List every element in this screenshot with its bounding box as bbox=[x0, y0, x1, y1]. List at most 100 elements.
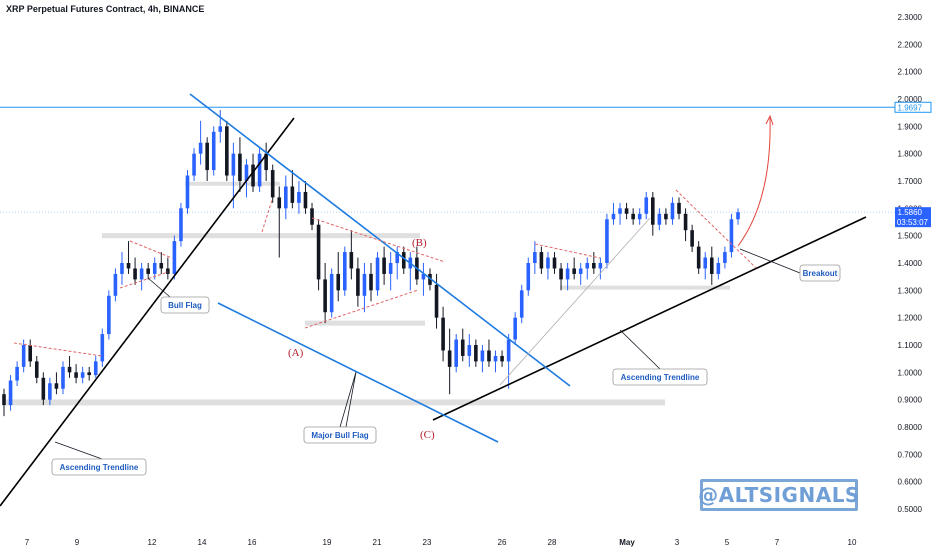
candle-body bbox=[126, 263, 131, 269]
drawings-layer: (A) (B) (C) bbox=[0, 93, 867, 507]
candle-body bbox=[284, 186, 288, 209]
candle-body bbox=[598, 263, 603, 269]
candle-body bbox=[159, 263, 164, 269]
y-tick-label: 1.3000 bbox=[898, 286, 923, 295]
candle-body bbox=[388, 263, 393, 274]
candle-body bbox=[644, 197, 649, 214]
candle-body bbox=[362, 273, 367, 296]
candle-body bbox=[382, 257, 386, 274]
candle-body bbox=[592, 263, 596, 269]
ascending-trendline-left-callout-label: Ascending Trendline bbox=[60, 463, 139, 472]
support-zone bbox=[6, 399, 665, 406]
mini-flag-top-left bbox=[13, 342, 103, 357]
watermark-text: @ALTSIGNALS bbox=[698, 483, 860, 507]
candle-body bbox=[677, 202, 681, 214]
candle-body bbox=[329, 273, 334, 313]
y-tick-label: 0.6000 bbox=[898, 478, 923, 487]
support-zones bbox=[6, 181, 730, 406]
candle-body bbox=[15, 366, 19, 381]
candle-body bbox=[526, 263, 531, 291]
y-tick-label: 0.7000 bbox=[898, 450, 923, 459]
y-tick-label: 2.0000 bbox=[898, 95, 923, 104]
wave-label-a: (A) bbox=[288, 347, 304, 359]
candle-body bbox=[100, 334, 105, 362]
last-price-label: 1.5860 bbox=[898, 208, 923, 217]
x-tick-label: 12 bbox=[148, 538, 157, 547]
ascending-trendline-left-callout-box bbox=[51, 458, 147, 476]
candle-body bbox=[611, 213, 616, 220]
y-axis[interactable]: 2.3000 2.2000 2.1000 2.0000 1.9000 1.8000 1.70… bbox=[894, 13, 932, 514]
candle-body bbox=[493, 355, 498, 362]
candle-body bbox=[533, 252, 537, 263]
candle-body bbox=[657, 213, 662, 225]
candle-body bbox=[107, 295, 111, 335]
x-tick-label: 7 bbox=[775, 538, 780, 547]
candle-body bbox=[696, 246, 701, 269]
candle-body bbox=[179, 208, 183, 242]
x-axis[interactable]: 7 9 12 14 16 19 21 23 26 28 May 3 5 7 10 bbox=[25, 538, 857, 547]
candle-body bbox=[139, 268, 144, 280]
projection-arc bbox=[737, 117, 771, 247]
breakout-callout-pointer bbox=[739, 248, 801, 274]
y-tick-label: 2.2000 bbox=[898, 40, 923, 49]
candle-body bbox=[506, 339, 511, 362]
y-tick-label: 2.1000 bbox=[898, 68, 923, 77]
candle-body bbox=[716, 263, 721, 274]
candle-body bbox=[41, 377, 46, 400]
y-tick-label: 1.7000 bbox=[898, 177, 923, 186]
candle-body bbox=[93, 361, 98, 376]
support-zone bbox=[560, 285, 730, 290]
candle-body bbox=[651, 197, 655, 225]
y-tick-label: 1.4000 bbox=[898, 259, 923, 268]
guide-line bbox=[499, 217, 651, 386]
watermark-box: @ALTSIGNALS bbox=[698, 479, 860, 511]
candle-body bbox=[637, 213, 642, 220]
candle-body bbox=[670, 202, 675, 220]
triangle-upper bbox=[311, 217, 446, 263]
candle-body bbox=[605, 219, 609, 263]
candle-body bbox=[48, 383, 52, 400]
y-tick-label: 0.9000 bbox=[898, 396, 923, 405]
candle-body bbox=[205, 142, 209, 171]
candle-body bbox=[565, 268, 570, 280]
bull-flag-bottom bbox=[119, 271, 169, 289]
candle-body bbox=[375, 257, 380, 291]
candle-body bbox=[572, 268, 576, 274]
candle-body bbox=[87, 372, 91, 376]
resistance-price-label: 1.9697 bbox=[898, 103, 923, 112]
candle-body bbox=[198, 142, 203, 154]
candle-body bbox=[709, 257, 714, 274]
ascending-trendline-left bbox=[0, 117, 295, 507]
x-tick-label: 16 bbox=[248, 538, 257, 547]
ascending-trendline-right-callout-pointer bbox=[619, 329, 661, 370]
candle-body bbox=[54, 383, 59, 389]
candle-body bbox=[218, 126, 223, 132]
candle-body bbox=[395, 252, 400, 263]
candle-body bbox=[251, 164, 255, 187]
breakout-callout-label: Breakout bbox=[803, 269, 838, 278]
bull-flag-callout-box bbox=[160, 296, 210, 314]
countdown-label: 03:53:07 bbox=[897, 218, 929, 227]
candle-body bbox=[624, 208, 629, 214]
candle-body bbox=[211, 131, 216, 171]
candle-body bbox=[487, 350, 491, 362]
horizontal-lines bbox=[0, 106, 896, 213]
x-tick-label: 9 bbox=[75, 538, 80, 547]
y-tick-label: 0.5000 bbox=[898, 505, 923, 514]
y-tick-label: 1.2000 bbox=[898, 314, 923, 323]
y-tick-label: 1.0000 bbox=[898, 368, 923, 377]
wave-label-b: (B) bbox=[412, 237, 427, 249]
candle-body bbox=[323, 279, 327, 313]
y-tick-label: 0.8000 bbox=[898, 423, 923, 432]
candle-body bbox=[578, 268, 583, 274]
candle-body bbox=[8, 380, 13, 406]
support-zone bbox=[102, 233, 420, 239]
candle-body bbox=[34, 361, 39, 378]
candle-body bbox=[303, 191, 308, 209]
candle-body bbox=[500, 355, 504, 362]
bull-flag-callout-label: Bull Flag bbox=[168, 301, 202, 310]
candle-body bbox=[2, 394, 6, 406]
candle-body bbox=[421, 273, 426, 280]
candle-body bbox=[401, 252, 406, 269]
